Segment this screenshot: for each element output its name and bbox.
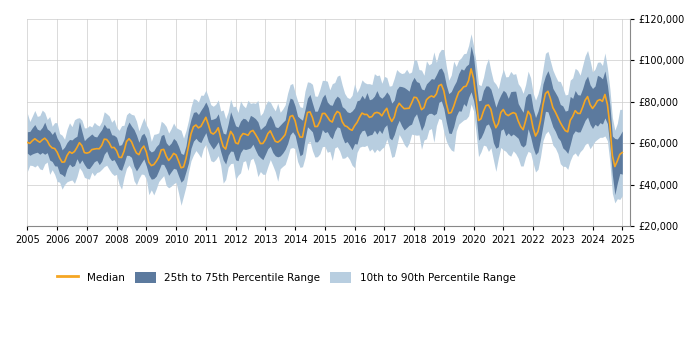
Legend: Median, 25th to 75th Percentile Range, 10th to 90th Percentile Range: Median, 25th to 75th Percentile Range, 1… — [53, 268, 519, 287]
